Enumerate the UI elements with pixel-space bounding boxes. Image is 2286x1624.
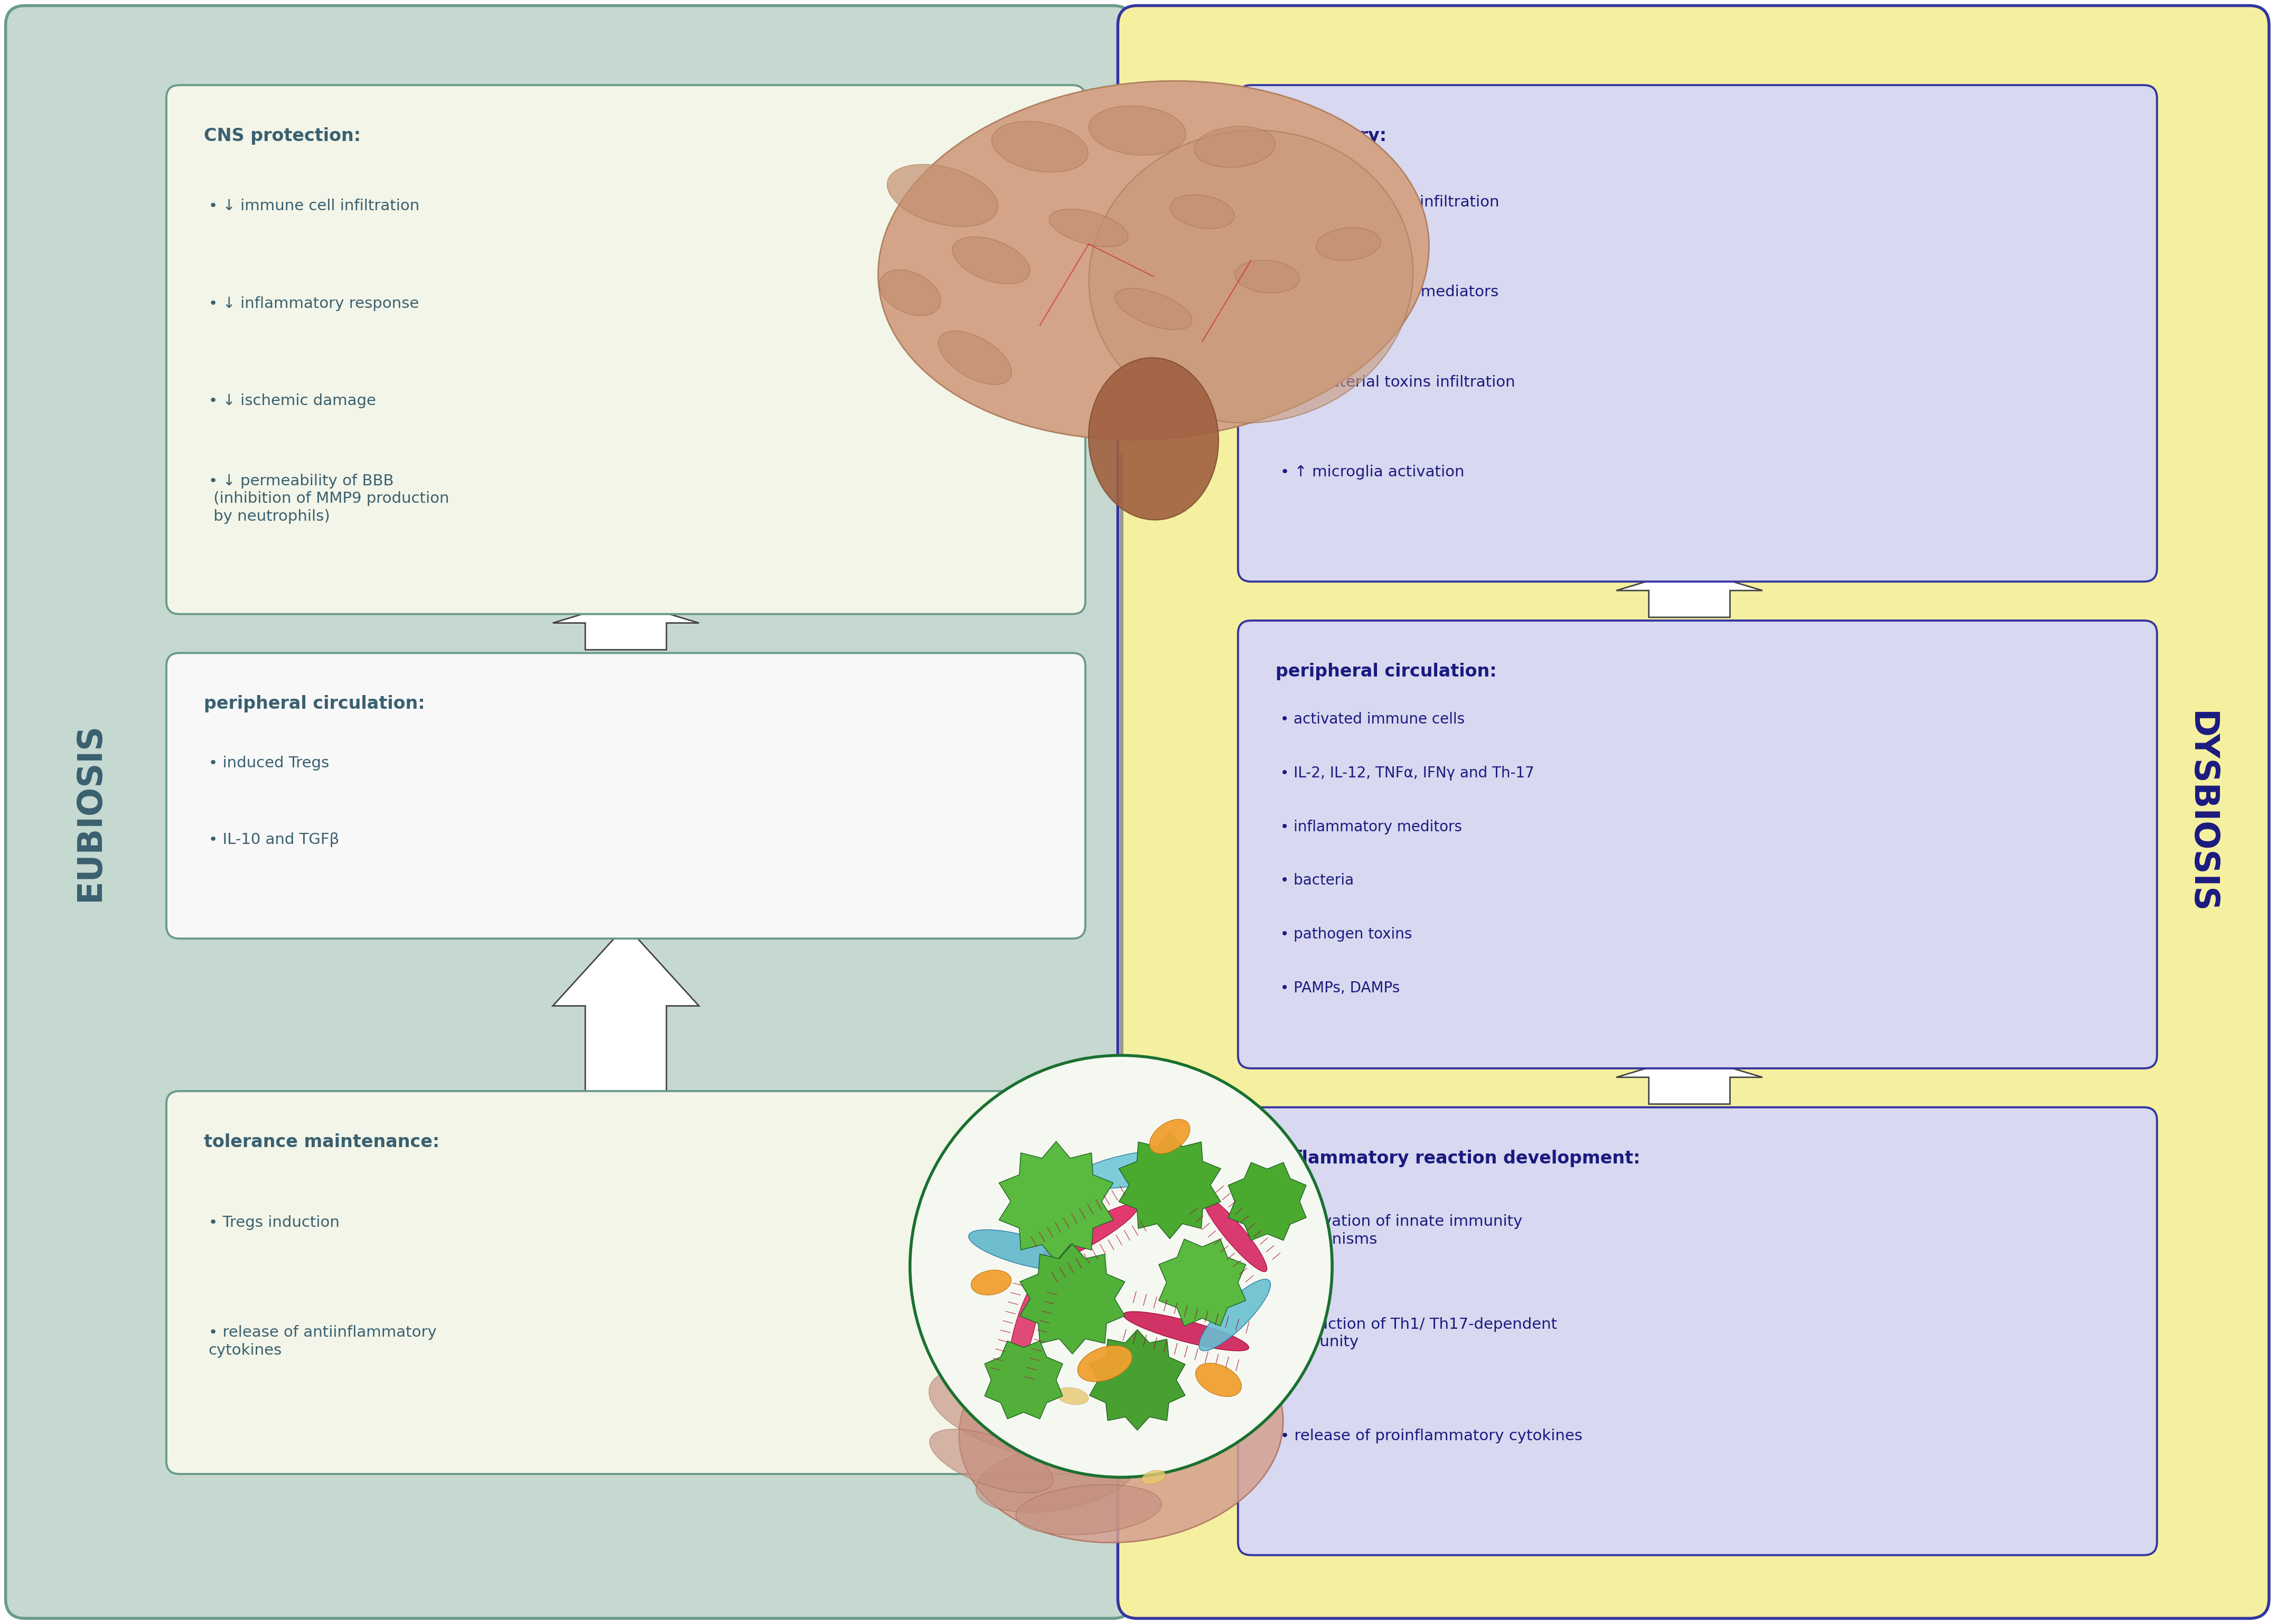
Text: • release of proinflammatory cytokines: • release of proinflammatory cytokines [1280, 1429, 1582, 1444]
Ellipse shape [1234, 260, 1301, 292]
Text: • activated immune cells: • activated immune cells [1280, 711, 1465, 728]
Polygon shape [1090, 1330, 1184, 1431]
Ellipse shape [976, 1442, 1136, 1512]
Text: • ↓ ischemic damage: • ↓ ischemic damage [208, 393, 375, 409]
Ellipse shape [1015, 1484, 1161, 1535]
Ellipse shape [928, 1366, 1118, 1458]
Ellipse shape [969, 1229, 1079, 1270]
Ellipse shape [1170, 195, 1234, 229]
Text: • induced Tregs: • induced Tregs [208, 755, 329, 771]
Circle shape [910, 1056, 1333, 1478]
Ellipse shape [1040, 1203, 1138, 1263]
Ellipse shape [1040, 1345, 1200, 1415]
Text: • ↓ immune cell infiltration: • ↓ immune cell infiltration [208, 198, 418, 213]
Text: CNS injury:: CNS injury: [1276, 127, 1385, 145]
Text: • Tregs induction: • Tregs induction [208, 1215, 341, 1229]
Ellipse shape [887, 164, 999, 227]
Text: • ↑ bacterial toxins infiltration: • ↑ bacterial toxins infiltration [1280, 375, 1516, 390]
Ellipse shape [1116, 289, 1191, 330]
Ellipse shape [1077, 1346, 1132, 1382]
Text: • IL-10 and TGFβ: • IL-10 and TGFβ [208, 833, 338, 848]
Ellipse shape [880, 270, 940, 315]
Text: peripheral circulation:: peripheral circulation: [1276, 663, 1497, 680]
Ellipse shape [992, 122, 1088, 172]
Ellipse shape [1202, 1195, 1266, 1272]
Text: • induction of Th1/ Th17-dependent
 immunity: • induction of Th1/ Th17-dependent immun… [1280, 1317, 1557, 1350]
Ellipse shape [1141, 1470, 1166, 1484]
Ellipse shape [878, 81, 1429, 440]
Ellipse shape [937, 331, 1010, 385]
Polygon shape [985, 1341, 1063, 1419]
Text: inflammatory reaction development:: inflammatory reaction development: [1276, 1150, 1639, 1168]
Text: • PAMPs, DAMPs: • PAMPs, DAMPs [1280, 981, 1399, 996]
Ellipse shape [1193, 127, 1276, 167]
Text: tolerance maintenance:: tolerance maintenance: [203, 1134, 439, 1151]
Polygon shape [553, 926, 700, 1104]
Ellipse shape [1109, 1413, 1232, 1476]
Polygon shape [1228, 1163, 1305, 1241]
Ellipse shape [1049, 209, 1127, 247]
FancyBboxPatch shape [1239, 620, 2158, 1069]
FancyBboxPatch shape [167, 1091, 1086, 1475]
Text: CNS protection:: CNS protection: [203, 127, 361, 145]
Polygon shape [1616, 1056, 1763, 1104]
Ellipse shape [960, 1314, 1282, 1543]
Text: • ↓ permeability of BBB
 (inhibition of MMP9 production
 by neutrophils): • ↓ permeability of BBB (inhibition of M… [208, 474, 448, 525]
Text: • ↑ inflammatory mediators: • ↑ inflammatory mediators [1280, 284, 1500, 299]
Text: • bacteria: • bacteria [1280, 874, 1353, 888]
FancyBboxPatch shape [5, 5, 1132, 1619]
Text: • activation of innate immunity
mechanisms: • activation of innate immunity mechanis… [1280, 1215, 1522, 1247]
Polygon shape [553, 601, 700, 650]
FancyBboxPatch shape [1239, 84, 2158, 581]
Ellipse shape [1196, 1363, 1241, 1397]
Text: • ↓ inflammatory response: • ↓ inflammatory response [208, 296, 418, 310]
Polygon shape [1020, 1244, 1125, 1354]
Polygon shape [1118, 1132, 1221, 1239]
Text: • ↑ microglia activation: • ↑ microglia activation [1280, 464, 1465, 479]
FancyBboxPatch shape [167, 84, 1086, 614]
Ellipse shape [1150, 1119, 1191, 1153]
Text: • IL-2, IL-12, TNFα, IFNγ and Th-17: • IL-2, IL-12, TNFα, IFNγ and Th-17 [1280, 767, 1534, 781]
Text: DYSBIOSIS: DYSBIOSIS [2185, 711, 2217, 913]
Ellipse shape [1074, 1150, 1202, 1189]
Ellipse shape [1056, 1387, 1088, 1405]
Ellipse shape [1088, 130, 1413, 422]
Polygon shape [1616, 568, 1763, 617]
Ellipse shape [1088, 357, 1218, 520]
Ellipse shape [972, 1270, 1010, 1294]
Ellipse shape [930, 1429, 1054, 1492]
Text: peripheral circulation:: peripheral circulation: [203, 695, 425, 713]
Ellipse shape [1088, 106, 1186, 156]
Text: EUBIOSIS: EUBIOSIS [73, 723, 107, 901]
FancyBboxPatch shape [1239, 1108, 2158, 1556]
Ellipse shape [1122, 1312, 1248, 1351]
Ellipse shape [953, 237, 1031, 284]
Ellipse shape [1198, 1280, 1271, 1351]
Text: • inflammatory meditors: • inflammatory meditors [1280, 820, 1463, 835]
FancyBboxPatch shape [167, 653, 1086, 939]
Text: • release of antiinflammatory
cytokines: • release of antiinflammatory cytokines [208, 1325, 437, 1358]
Text: • pathogen toxins: • pathogen toxins [1280, 927, 1413, 942]
Text: • ↑ immune cells infiltration: • ↑ immune cells infiltration [1280, 195, 1500, 209]
Ellipse shape [1317, 227, 1381, 260]
Polygon shape [999, 1142, 1113, 1262]
Polygon shape [1159, 1239, 1246, 1327]
Ellipse shape [1008, 1285, 1040, 1379]
FancyBboxPatch shape [1118, 5, 2270, 1619]
